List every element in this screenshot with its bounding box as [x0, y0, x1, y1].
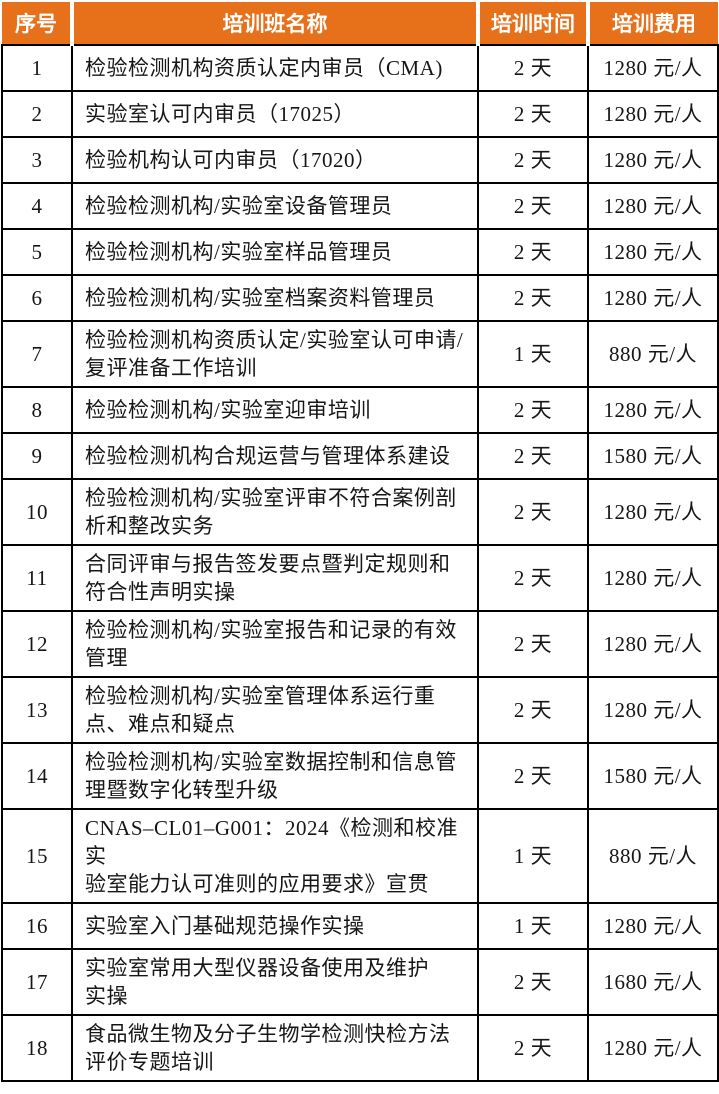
table-header-row: 序号 培训班名称 培训时间 培训费用: [2, 2, 718, 46]
course-duration-cell: 1 天: [477, 808, 589, 904]
table-row: 9 检验检测机构合规运营与管理体系建设 2 天 1580 元/人: [1, 432, 719, 480]
course-no-cell: 15: [1, 808, 73, 904]
course-name-cell: 检验检测机构/实验室报告和记录的有效 管理: [71, 610, 479, 678]
course-duration-cell: 2 天: [477, 182, 589, 230]
course-name-cell: 检验检测机构资质认定/实验室认可申请/ 复评准备工作培训: [71, 320, 479, 388]
course-duration-cell: 2 天: [477, 90, 589, 138]
course-fee-cell: 1580 元/人: [587, 742, 719, 810]
course-no-cell: 6: [1, 274, 73, 322]
course-duration-cell: 2 天: [477, 274, 589, 322]
course-fee-cell: 1680 元/人: [587, 948, 719, 1016]
course-no-cell: 8: [1, 386, 73, 434]
table-row: 4 检验检测机构/实验室设备管理员 2 天 1280 元/人: [1, 182, 719, 230]
table-row: 11 合同评审与报告签发要点暨判定规则和 符合性声明实操 2 天 1280 元/…: [1, 544, 719, 612]
course-fee-cell: 1580 元/人: [587, 432, 719, 480]
course-duration-cell: 2 天: [477, 386, 589, 434]
table-row: 5 检验检测机构/实验室样品管理员 2 天 1280 元/人: [1, 228, 719, 276]
course-duration-cell: 2 天: [477, 1014, 589, 1082]
course-name-cell: 合同评审与报告签发要点暨判定规则和 符合性声明实操: [71, 544, 479, 612]
table-row: 18 食品微生物及分子生物学检测快检方法 评价专题培训 2 天 1280 元/人: [1, 1014, 719, 1082]
course-no-cell: 2: [1, 90, 73, 138]
header-cell-course-name: 培训班名称: [70, 2, 478, 46]
course-duration-cell: 1 天: [477, 902, 589, 950]
table-row: 7 检验检测机构资质认定/实验室认可申请/ 复评准备工作培训 1 天 880 元…: [1, 320, 719, 388]
course-name-cell: 检验检测机构/实验室迎审培训: [71, 386, 479, 434]
course-name-cell: 实验室认可内审员（17025）: [71, 90, 479, 138]
table-row: 3 检验机构认可内审员（17020） 2 天 1280 元/人: [1, 136, 719, 184]
course-fee-cell: 1280 元/人: [587, 1014, 719, 1082]
course-duration-cell: 2 天: [477, 136, 589, 184]
course-fee-cell: 1280 元/人: [587, 478, 719, 546]
course-fee-cell: 1280 元/人: [587, 274, 719, 322]
course-fee-cell: 1280 元/人: [587, 386, 719, 434]
course-no-cell: 17: [1, 948, 73, 1016]
course-duration-cell: 2 天: [477, 948, 589, 1016]
table-row: 6 检验检测机构/实验室档案资料管理员 2 天 1280 元/人: [1, 274, 719, 322]
course-duration-cell: 2 天: [477, 610, 589, 678]
course-no-cell: 3: [1, 136, 73, 184]
table-body: 1 检验检测机构资质认定内审员（CMA) 2 天 1280 元/人 2 实验室认…: [1, 44, 719, 1082]
course-fee-cell: 1280 元/人: [587, 902, 719, 950]
header-cell-fee: 培训费用: [586, 2, 718, 46]
course-fee-cell: 880 元/人: [587, 808, 719, 904]
course-name-cell: 食品微生物及分子生物学检测快检方法 评价专题培训: [71, 1014, 479, 1082]
course-fee-cell: 1280 元/人: [587, 182, 719, 230]
course-duration-cell: 2 天: [477, 478, 589, 546]
course-name-cell: 检验检测机构/实验室档案资料管理员: [71, 274, 479, 322]
table-row: 14 检验检测机构/实验室数据控制和信息管 理暨数字化转型升级 2 天 1580…: [1, 742, 719, 810]
course-name-cell: 检验检测机构合规运营与管理体系建设: [71, 432, 479, 480]
course-fee-cell: 1280 元/人: [587, 544, 719, 612]
course-no-cell: 5: [1, 228, 73, 276]
table-row: 1 检验检测机构资质认定内审员（CMA) 2 天 1280 元/人: [1, 44, 719, 92]
table-row: 2 实验室认可内审员（17025） 2 天 1280 元/人: [1, 90, 719, 138]
table-row: 16 实验室入门基础规范操作实操 1 天 1280 元/人: [1, 902, 719, 950]
course-no-cell: 16: [1, 902, 73, 950]
course-name-cell: 检验检测机构/实验室管理体系运行重 点、难点和疑点: [71, 676, 479, 744]
course-no-cell: 7: [1, 320, 73, 388]
course-no-cell: 11: [1, 544, 73, 612]
course-fee-cell: 1280 元/人: [587, 90, 719, 138]
course-duration-cell: 2 天: [477, 44, 589, 92]
header-cell-no: 序号: [2, 2, 72, 46]
course-fee-cell: 1280 元/人: [587, 44, 719, 92]
course-no-cell: 18: [1, 1014, 73, 1082]
course-name-cell: 实验室常用大型仪器设备使用及维护 实操: [71, 948, 479, 1016]
course-duration-cell: 2 天: [477, 544, 589, 612]
course-duration-cell: 2 天: [477, 228, 589, 276]
course-duration-cell: 2 天: [477, 432, 589, 480]
course-duration-cell: 2 天: [477, 676, 589, 744]
course-no-cell: 12: [1, 610, 73, 678]
table-row: 8 检验检测机构/实验室迎审培训 2 天 1280 元/人: [1, 386, 719, 434]
course-name-cell: 实验室入门基础规范操作实操: [71, 902, 479, 950]
course-name-cell: 检验机构认可内审员（17020）: [71, 136, 479, 184]
course-name-cell: 检验检测机构/实验室样品管理员: [71, 228, 479, 276]
course-fee-cell: 880 元/人: [587, 320, 719, 388]
table-row: 17 实验室常用大型仪器设备使用及维护 实操 2 天 1680 元/人: [1, 948, 719, 1016]
table-row: 15 CNAS–CL01–G001：2024《检测和校准实 验室能力认可准则的应…: [1, 808, 719, 904]
course-fee-cell: 1280 元/人: [587, 136, 719, 184]
course-name-cell: 检验检测机构资质认定内审员（CMA): [71, 44, 479, 92]
course-no-cell: 10: [1, 478, 73, 546]
course-name-cell: 检验检测机构/实验室评审不符合案例剖 析和整改实务: [71, 478, 479, 546]
course-no-cell: 14: [1, 742, 73, 810]
course-duration-cell: 1 天: [477, 320, 589, 388]
course-no-cell: 4: [1, 182, 73, 230]
course-no-cell: 9: [1, 432, 73, 480]
table-row: 12 检验检测机构/实验室报告和记录的有效 管理 2 天 1280 元/人: [1, 610, 719, 678]
course-fee-cell: 1280 元/人: [587, 610, 719, 678]
table-row: 10 检验检测机构/实验室评审不符合案例剖 析和整改实务 2 天 1280 元/…: [1, 478, 719, 546]
course-name-cell: 检验检测机构/实验室设备管理员: [71, 182, 479, 230]
header-cell-duration: 培训时间: [476, 2, 588, 46]
course-name-cell: CNAS–CL01–G001：2024《检测和校准实 验室能力认可准则的应用要求…: [71, 808, 479, 904]
course-fee-cell: 1280 元/人: [587, 228, 719, 276]
course-duration-cell: 2 天: [477, 742, 589, 810]
course-fee-cell: 1280 元/人: [587, 676, 719, 744]
course-no-cell: 1: [1, 44, 73, 92]
course-no-cell: 13: [1, 676, 73, 744]
course-name-cell: 检验检测机构/实验室数据控制和信息管 理暨数字化转型升级: [71, 742, 479, 810]
table-row: 13 检验检测机构/实验室管理体系运行重 点、难点和疑点 2 天 1280 元/…: [1, 676, 719, 744]
